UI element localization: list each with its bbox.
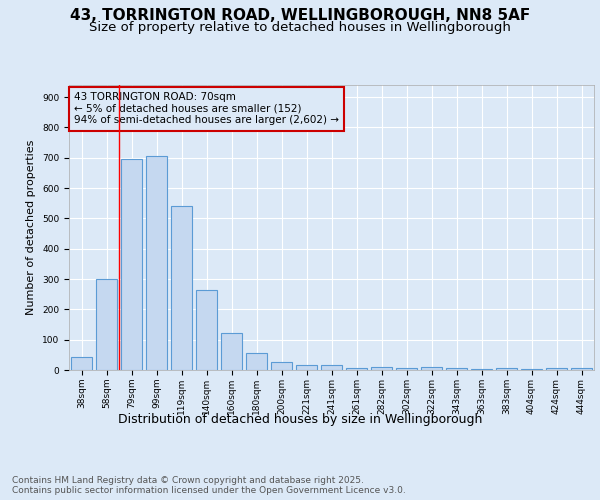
Bar (571, 368, 592, 370)
Text: 43 TORRINGTON ROAD: 70sqm
← 5% of detached houses are smaller (152)
94% of semi-: 43 TORRINGTON ROAD: 70sqm ← 5% of detach… (74, 92, 339, 126)
Bar (296, 366, 317, 370)
Text: 43, TORRINGTON ROAD, WELLINGBOROUGH, NN8 5AF: 43, TORRINGTON ROAD, WELLINGBOROUGH, NN8… (70, 8, 530, 22)
Bar (146, 156, 167, 370)
Bar (471, 369, 492, 370)
Bar (371, 367, 392, 370)
Bar (171, 206, 192, 370)
Bar (396, 368, 417, 370)
Bar (446, 368, 467, 370)
Bar (496, 368, 517, 370)
Bar (246, 352, 267, 370)
Bar (546, 368, 567, 370)
Bar (321, 364, 342, 370)
Bar (71, 358, 92, 370)
Bar (196, 290, 217, 370)
Bar (221, 333, 242, 370)
Text: Size of property relative to detached houses in Wellingborough: Size of property relative to detached ho… (89, 21, 511, 34)
Text: Distribution of detached houses by size in Wellingborough: Distribution of detached houses by size … (118, 412, 482, 426)
Bar (271, 362, 292, 370)
Bar (96, 279, 117, 370)
Y-axis label: Number of detached properties: Number of detached properties (26, 140, 37, 315)
Text: Contains HM Land Registry data © Crown copyright and database right 2025.
Contai: Contains HM Land Registry data © Crown c… (12, 476, 406, 495)
Bar (421, 367, 442, 370)
Bar (121, 160, 142, 370)
Bar (346, 368, 367, 370)
